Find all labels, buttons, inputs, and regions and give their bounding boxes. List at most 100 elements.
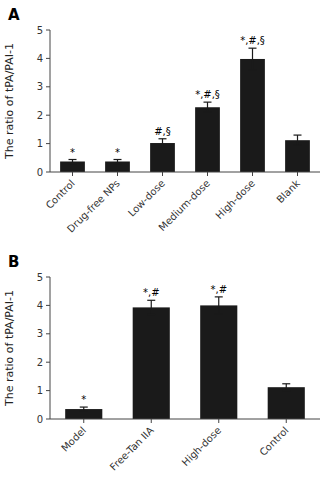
- annotation: *,#,§: [240, 35, 265, 46]
- y-tick: [46, 115, 50, 116]
- x-tick: [286, 419, 287, 423]
- y-tick-label: 3: [37, 81, 43, 92]
- error-line: [207, 102, 208, 112]
- error-bar: [204, 102, 212, 112]
- x-tick: [162, 172, 163, 176]
- y-axis: [50, 277, 51, 419]
- error-bar: [282, 384, 290, 391]
- annotation: *,#: [210, 284, 227, 295]
- panel-label: A: [8, 6, 20, 24]
- y-tick: [46, 305, 50, 306]
- y-tick: [46, 419, 50, 420]
- annotation: *: [81, 394, 86, 405]
- error-cap: [282, 390, 290, 391]
- y-tick-label: 2: [37, 357, 43, 368]
- error-bar: [249, 48, 257, 70]
- x-axis: [50, 172, 320, 173]
- error-line: [297, 135, 298, 145]
- error-cap: [80, 410, 88, 411]
- error-cap: [159, 138, 167, 139]
- bar: [105, 161, 130, 172]
- error-cap: [249, 69, 257, 70]
- y-tick: [46, 390, 50, 391]
- bar: [60, 161, 85, 172]
- error-bar: [80, 407, 88, 411]
- y-tick-label: 2: [37, 110, 43, 121]
- panel-label: B: [8, 253, 19, 271]
- x-tick-label: Free-Tan IIA: [108, 425, 156, 473]
- annotation: *,#,§: [195, 89, 220, 100]
- error-cap: [147, 314, 155, 315]
- x-tick: [297, 172, 298, 176]
- x-tick-label: Drug-free NPs: [65, 178, 122, 235]
- x-tick-label: Blank: [274, 177, 302, 205]
- annotation: *,#: [143, 287, 160, 298]
- annotation: *: [70, 147, 75, 158]
- y-tick-label: 3: [37, 328, 43, 339]
- annotation: *: [115, 147, 120, 158]
- x-tick: [218, 419, 219, 423]
- x-tick-label: Model: [59, 425, 88, 454]
- y-tick: [46, 333, 50, 334]
- x-tick: [72, 172, 73, 176]
- marks: [65, 297, 305, 419]
- error-bar: [114, 160, 122, 164]
- x-tick: [252, 172, 253, 176]
- x-tick-label: Control: [257, 425, 290, 458]
- background: [0, 0, 329, 500]
- bar: [195, 107, 220, 172]
- x-tick-label: High-dose: [180, 425, 223, 468]
- error-cap: [204, 102, 212, 103]
- y-tick: [46, 277, 50, 278]
- y-tick: [46, 143, 50, 144]
- error-bar: [69, 160, 77, 164]
- x-tick: [117, 172, 118, 176]
- bar: [133, 307, 170, 419]
- y-tick: [46, 58, 50, 59]
- y-tick-label: 4: [37, 53, 43, 64]
- y-axis-label: The ratio of tPA/PAI-1: [3, 290, 16, 407]
- error-cap: [114, 159, 122, 160]
- error-cap: [69, 163, 77, 164]
- bar: [285, 140, 310, 172]
- error-cap: [249, 48, 257, 49]
- error-line: [252, 48, 253, 70]
- y-tick-label: 0: [37, 414, 43, 425]
- y-tick-label: 4: [37, 300, 43, 311]
- error-line: [162, 139, 163, 148]
- error-cap: [80, 406, 88, 407]
- error-cap: [215, 296, 223, 297]
- y-tick-label: 0: [37, 167, 43, 178]
- error-bar: [294, 135, 302, 145]
- error-cap: [294, 145, 302, 146]
- x-tick: [207, 172, 208, 176]
- error-cap: [294, 134, 302, 135]
- marks: [60, 48, 310, 172]
- bar: [65, 409, 102, 419]
- y-tick: [46, 172, 50, 173]
- figure: A The ratio of tPA/PAI-1 0 1 2 3 4 5 * * #,§ *,#,§ *…: [0, 0, 329, 500]
- error-line: [218, 297, 219, 314]
- error-cap: [282, 383, 290, 384]
- error-bar: [159, 139, 167, 148]
- panel: B The ratio of tPA/PAI-1 0 1 2 3 4 5 * *,# *,# Mode…: [3, 253, 320, 473]
- error-bar: [147, 300, 155, 314]
- error-line: [151, 300, 152, 314]
- y-tick: [46, 362, 50, 363]
- error-cap: [159, 147, 167, 148]
- y-axis: [50, 30, 51, 172]
- y-tick-label: 1: [37, 138, 43, 149]
- x-tick-label: High-dose: [213, 178, 256, 221]
- bar: [240, 59, 265, 172]
- y-tick-label: 5: [37, 272, 43, 283]
- y-tick-label: 1: [37, 385, 43, 396]
- x-tick-label: Medium-dose: [156, 178, 211, 233]
- x-tick-label: Control: [44, 178, 77, 211]
- bar: [268, 387, 305, 419]
- error-cap: [114, 163, 122, 164]
- y-tick: [46, 86, 50, 87]
- y-tick-label: 5: [37, 25, 43, 36]
- error-cap: [215, 313, 223, 314]
- annotation: #,§: [154, 126, 171, 137]
- panel: AThe ratio of tPA/PAI-1012345**#,§*,#,§*…: [3, 6, 320, 235]
